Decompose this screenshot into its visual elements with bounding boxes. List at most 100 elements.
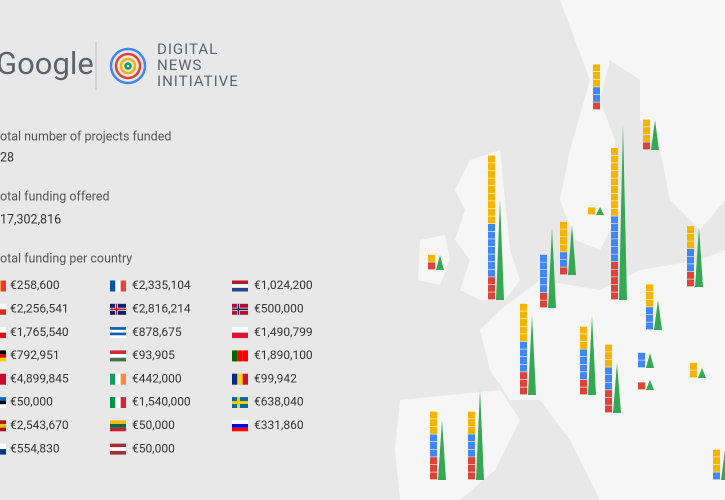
map-square (638, 382, 645, 390)
stat-label: otal funding offered (0, 189, 110, 204)
initiative-line: DIGITAL (157, 40, 218, 58)
country-amount: €878,675 (132, 325, 182, 339)
map-square (611, 155, 618, 163)
flag (0, 309, 6, 315)
map-square (611, 262, 618, 269)
map-square (520, 341, 527, 349)
map-square (687, 256, 694, 264)
map-square (488, 193, 495, 201)
map-square (580, 334, 587, 342)
brand: Google (0, 45, 94, 82)
map-triangle (476, 390, 484, 480)
map-square (605, 359, 612, 367)
flag (242, 350, 248, 362)
map-square (605, 375, 612, 382)
map-square (468, 449, 475, 457)
map-square (488, 284, 495, 292)
country-amount: €554,830 (10, 441, 60, 455)
map-square (593, 94, 600, 102)
map-square (687, 226, 694, 234)
map-square (611, 148, 618, 155)
map-triangle (654, 300, 662, 330)
flag (0, 373, 6, 385)
map-square (687, 271, 694, 279)
map-square (646, 299, 653, 307)
map-square (646, 322, 653, 330)
flag (232, 423, 248, 428)
map-square (520, 311, 527, 319)
flag (0, 400, 6, 405)
map-square (643, 127, 650, 135)
country-amount: €50,000 (132, 441, 175, 455)
map-square (593, 87, 600, 95)
map-triangle (596, 207, 604, 215)
map-square (687, 241, 694, 249)
map-square (540, 300, 547, 308)
country-amount: €1,490,799 (254, 325, 313, 339)
flag (0, 303, 6, 310)
flag (0, 357, 6, 362)
map-square (605, 405, 612, 413)
map-square (540, 262, 547, 270)
country-amount: €1,540,000 (132, 395, 191, 409)
flag (110, 427, 126, 432)
flag (115, 303, 118, 315)
map-square (646, 292, 653, 299)
map-square (593, 102, 600, 110)
flag (110, 354, 126, 358)
map-square (611, 208, 618, 216)
map-square (488, 239, 495, 247)
map-square (580, 364, 587, 372)
flag (110, 423, 126, 428)
map-square (687, 264, 694, 272)
map-square (488, 254, 495, 262)
map-square (488, 231, 495, 239)
map-square (580, 372, 587, 380)
flag (115, 280, 121, 292)
map-square (468, 464, 475, 472)
flag (0, 280, 7, 292)
map-square (588, 207, 595, 215)
map-square (690, 370, 697, 378)
map-square (560, 229, 567, 237)
map-square (638, 360, 645, 368)
map-square (520, 387, 527, 395)
map-square (428, 262, 435, 270)
flag (0, 354, 6, 358)
map-square (560, 252, 567, 260)
map-square (560, 267, 567, 275)
map-square (611, 284, 618, 292)
map-triangle (619, 125, 627, 300)
flag (110, 329, 126, 333)
map-square (520, 349, 527, 357)
country-amount: €258,600 (10, 278, 60, 292)
flag (115, 373, 121, 385)
map-square (593, 64, 600, 72)
map-square (605, 352, 612, 360)
flag (242, 373, 248, 385)
map-square (540, 254, 547, 262)
flag (120, 280, 126, 292)
map-square (611, 178, 618, 186)
map-square (611, 163, 618, 171)
flag (237, 373, 243, 385)
map-triangle (528, 315, 536, 395)
country-amount: €1,765,540 (10, 325, 69, 339)
map-triangle (721, 450, 725, 480)
flag (110, 450, 126, 455)
map-square (430, 449, 437, 457)
map-triangle (695, 227, 703, 287)
map-square (638, 352, 645, 360)
map-square (488, 292, 495, 300)
map-square (643, 142, 650, 150)
flag (232, 420, 248, 424)
map-square (520, 379, 527, 387)
country-amount: €50,000 (132, 418, 175, 432)
map-square (713, 472, 720, 480)
map (395, 0, 725, 500)
map-square (430, 457, 437, 465)
map-square (580, 387, 587, 395)
flag (0, 397, 6, 401)
